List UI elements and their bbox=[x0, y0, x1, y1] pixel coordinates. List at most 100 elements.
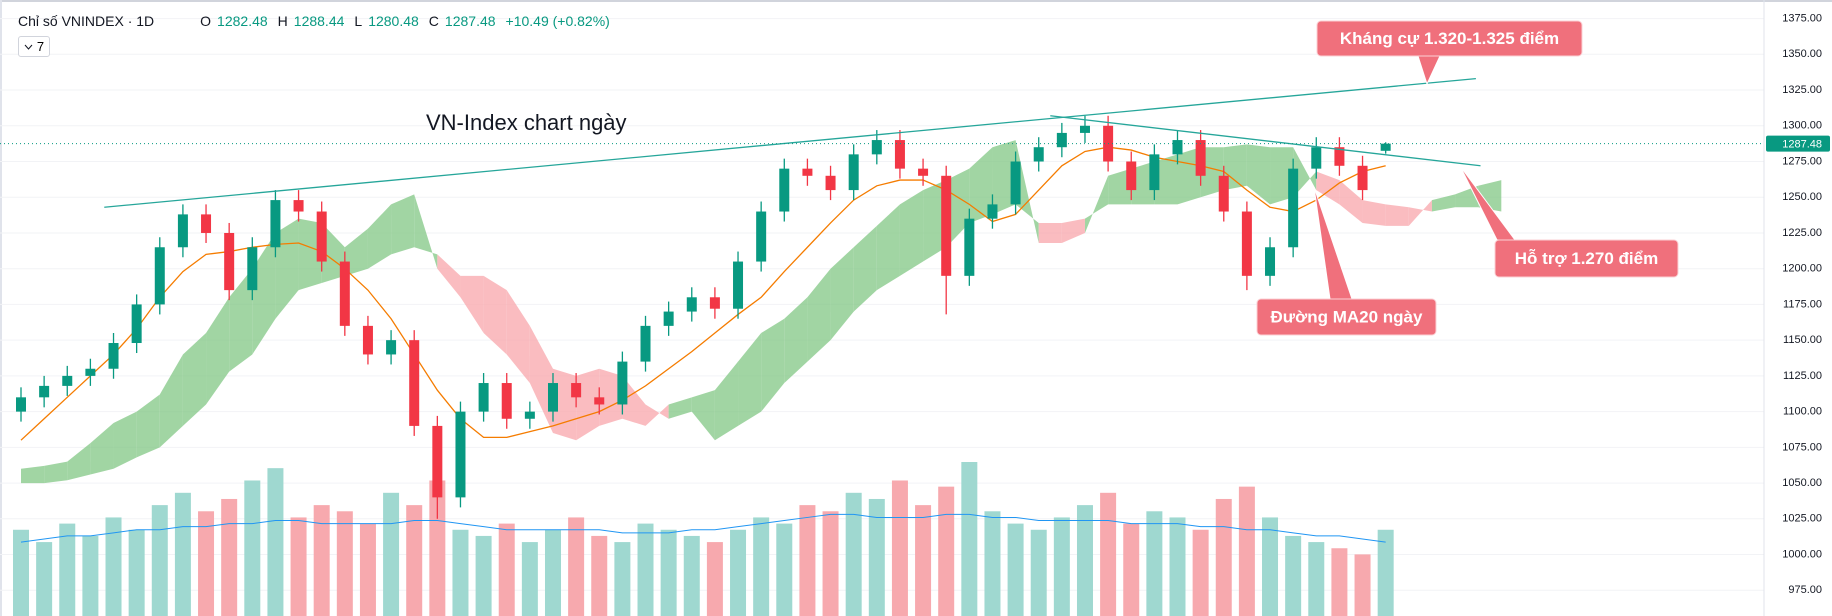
ichimoku-cloud bbox=[1200, 147, 1224, 198]
volume-bar bbox=[544, 529, 561, 616]
candle-body bbox=[154, 247, 165, 305]
annotation-box bbox=[1494, 239, 1679, 278]
last-price-label: 1287.48 bbox=[1782, 139, 1822, 151]
ichimoku-cloud bbox=[1316, 171, 1340, 205]
candle-body bbox=[362, 325, 373, 355]
candle-body bbox=[201, 214, 212, 233]
ichimoku-cloud bbox=[691, 390, 715, 441]
ichimoku-cloud bbox=[460, 275, 484, 334]
volume-bar bbox=[938, 486, 955, 616]
candle-body bbox=[501, 383, 512, 419]
volume-bar bbox=[1192, 529, 1209, 616]
candle-body bbox=[224, 232, 235, 291]
volume-bar bbox=[1331, 548, 1348, 616]
volume-bar bbox=[1007, 523, 1024, 616]
ohlc-key: C bbox=[428, 13, 439, 29]
volume-bar bbox=[891, 480, 908, 616]
volume-bar bbox=[244, 480, 261, 616]
ichimoku-cloud bbox=[1339, 180, 1363, 223]
volume-bar bbox=[1100, 492, 1117, 616]
candle-body bbox=[85, 368, 96, 376]
candle-body bbox=[524, 411, 535, 419]
volume-bar bbox=[1076, 505, 1093, 616]
last-price-box bbox=[1766, 135, 1830, 152]
ichimoku-cloud bbox=[1084, 175, 1109, 233]
ichimoku-cloud bbox=[738, 333, 762, 426]
candle-body bbox=[987, 204, 998, 219]
candle-body bbox=[339, 261, 350, 326]
ohlc-value: 1288.44 bbox=[293, 13, 345, 29]
ichimoku-cloud bbox=[206, 297, 230, 405]
volume-bar bbox=[984, 511, 1001, 616]
y-tick-label: 1075.00 bbox=[1782, 441, 1822, 453]
candle-body bbox=[1033, 147, 1044, 162]
candle-body bbox=[1149, 154, 1160, 191]
volume-bar bbox=[198, 511, 215, 616]
ichimoku-cloud bbox=[830, 247, 854, 341]
y-tick-label: 1025.00 bbox=[1782, 513, 1822, 525]
volume-bar bbox=[1377, 529, 1394, 616]
ichimoku-cloud bbox=[229, 268, 253, 372]
volume-bar bbox=[521, 542, 538, 616]
ichimoku-cloud bbox=[44, 461, 68, 484]
candle-body bbox=[617, 361, 628, 405]
ichimoku-cloud bbox=[1408, 200, 1432, 226]
volume-bar bbox=[452, 529, 469, 616]
y-tick-label: 1225.00 bbox=[1782, 227, 1822, 239]
ichimoku-cloud bbox=[784, 297, 808, 384]
candle-body bbox=[779, 168, 790, 212]
volume-bar bbox=[637, 523, 654, 616]
y-tick-label: 1050.00 bbox=[1782, 477, 1822, 489]
ichimoku-cloud bbox=[645, 404, 669, 426]
symbol: Chỉ số VNINDEX · 1D bbox=[18, 13, 155, 29]
ichimoku-cloud bbox=[437, 254, 461, 298]
candle-body bbox=[1079, 125, 1090, 133]
ichimoku-cloud bbox=[1431, 194, 1456, 212]
ichimoku-cloud bbox=[1385, 204, 1409, 226]
candle-body bbox=[478, 383, 489, 412]
annotation-text: Kháng cự 1.320-1.325 điểm bbox=[1340, 29, 1559, 48]
volume-bar bbox=[13, 529, 29, 616]
candle-body bbox=[39, 385, 50, 398]
ichimoku-cloud bbox=[113, 411, 137, 469]
indicator-toggle[interactable]: 7 bbox=[18, 36, 50, 57]
volume-bar bbox=[1053, 517, 1070, 616]
volume-bar bbox=[1354, 554, 1371, 616]
ichimoku-cloud bbox=[599, 368, 623, 426]
candle-body bbox=[177, 214, 188, 248]
volume-bar bbox=[267, 468, 284, 616]
volume-bar bbox=[568, 517, 585, 616]
annotation-box bbox=[1256, 298, 1437, 336]
candle-body bbox=[270, 200, 281, 248]
annotation-text: Đường MA20 ngày bbox=[1271, 307, 1423, 326]
ichimoku-cloud bbox=[90, 423, 114, 475]
candle-body bbox=[1172, 140, 1183, 155]
candle-body bbox=[1241, 211, 1252, 276]
candle-body bbox=[848, 154, 859, 191]
y-tick-label: 1300.00 bbox=[1782, 120, 1822, 132]
candle-body bbox=[547, 383, 558, 412]
ichimoku-cloud bbox=[483, 275, 507, 355]
y-tick-label: 1100.00 bbox=[1783, 406, 1822, 418]
candle-body bbox=[894, 140, 905, 169]
volume-bar bbox=[151, 505, 168, 616]
volume-bar bbox=[822, 511, 839, 616]
ichimoku-cloud bbox=[622, 375, 646, 426]
ichimoku-cloud bbox=[182, 333, 207, 426]
candle-body bbox=[409, 340, 420, 426]
volume-bar bbox=[614, 542, 631, 616]
ichimoku-cloud bbox=[1108, 168, 1132, 205]
ichimoku-cloud bbox=[923, 180, 947, 262]
volume-bar bbox=[475, 535, 492, 616]
candle-body bbox=[594, 397, 605, 405]
candle-body bbox=[1218, 175, 1229, 212]
ichimoku-cloud bbox=[1131, 161, 1155, 205]
candle-body bbox=[1311, 147, 1322, 169]
candle-body bbox=[1288, 168, 1299, 248]
candle-body bbox=[686, 297, 697, 312]
candle-body bbox=[663, 311, 674, 326]
volume-bar bbox=[1285, 535, 1302, 616]
